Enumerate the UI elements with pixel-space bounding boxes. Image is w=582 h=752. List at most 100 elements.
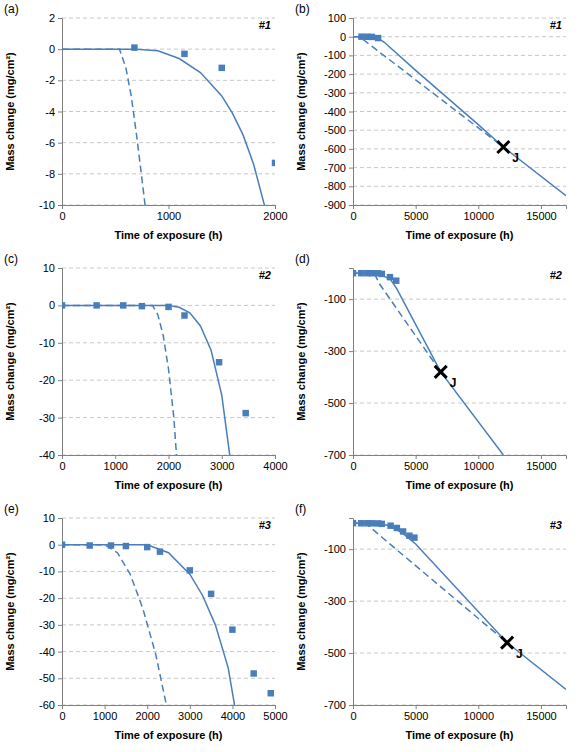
y-tick-label: 0: [49, 539, 55, 551]
y-tick: -400: [324, 106, 353, 118]
panel-title: (c): [4, 252, 18, 266]
y-tick-mark: [58, 705, 62, 706]
y-tick-mark: [58, 380, 62, 381]
y-tick-mark: [349, 112, 353, 113]
y-tick-mark: [58, 678, 62, 679]
x-tick-label: 5000: [404, 210, 428, 222]
y-tick-label: -500: [324, 397, 346, 409]
y-tick-mark: [58, 174, 62, 175]
grid: [353, 18, 566, 205]
x-tick: 15000: [526, 455, 557, 472]
x-tick-label: 0: [350, 210, 356, 222]
y-tick-mark: [58, 455, 62, 456]
y-tick-mark: [349, 55, 353, 56]
y-tick-label: -20: [39, 374, 55, 386]
y-tick-mark: [349, 299, 353, 300]
y-axis: -700-500-300-100: [324, 269, 354, 462]
y-tick: 0: [340, 31, 353, 43]
x-tick: 2000: [135, 705, 159, 722]
y-tick: -40: [39, 646, 62, 658]
x-tick: 10000: [463, 205, 494, 222]
y-tick-label: 0: [340, 31, 346, 43]
x-tick-label: 1000: [93, 710, 117, 722]
y-tick-mark: [58, 652, 62, 653]
grid-line: [62, 80, 275, 81]
y-tick: 10: [43, 262, 62, 274]
y-tick-label: -6: [45, 137, 55, 149]
x-tick: 15000: [526, 705, 557, 722]
x-axis-title: Time of exposure (h): [406, 229, 514, 241]
x-tick: 0: [59, 455, 65, 472]
y-tick: -30: [39, 412, 62, 424]
data-point: [242, 410, 248, 416]
y-tick-mark: [349, 351, 353, 352]
y-tick-mark: [349, 186, 353, 187]
x-tick-label: 1000: [157, 210, 181, 222]
x-tick-label: 10000: [463, 710, 494, 722]
x-tick-label: 0: [59, 710, 65, 722]
y-tick: -2: [45, 74, 62, 86]
y-tick-label: 2: [49, 12, 55, 24]
x-axis: 01000200030004000: [59, 455, 287, 472]
x-tick-mark: [147, 705, 148, 709]
grid-line: [353, 74, 566, 75]
grid-line: [353, 186, 566, 187]
y-tick: -40: [39, 449, 62, 461]
data-point: [181, 312, 187, 318]
x-axis-title: Time of exposure (h): [115, 229, 223, 241]
x-tick-mark: [115, 455, 116, 459]
y-tick-label: -40: [39, 449, 55, 461]
plot-area: [353, 520, 566, 689]
y-tick: -300: [324, 595, 353, 607]
y-axis-title: Mass change (mg/cm²): [4, 52, 16, 171]
dashed-line: [62, 305, 176, 455]
y-tick-mark: [58, 625, 62, 626]
y-axis-title: Mass change (mg/cm²): [4, 552, 16, 671]
x-tick: 0: [59, 205, 65, 222]
x-tick-label: 15000: [526, 460, 557, 472]
grid-line: [353, 92, 566, 93]
data-point: [393, 277, 399, 283]
grid-line: [353, 549, 566, 550]
y-tick-label: -2: [45, 74, 55, 86]
y-axis-line: [58, 269, 63, 456]
y-tick: -300: [324, 345, 353, 357]
x-tick-mark: [222, 455, 223, 459]
x-axis-title: Time of exposure (h): [406, 479, 514, 491]
x-axis-line: [354, 456, 567, 460]
y-tick: -500: [324, 124, 353, 136]
y-tick-label: -700: [324, 162, 346, 174]
dashed-line: [353, 523, 507, 642]
solid-line: [353, 523, 566, 689]
y-axis-line: [58, 519, 63, 706]
data-point: [229, 626, 235, 632]
panel: 050001000015000-700-500-300-100#2J(d)Tim…: [295, 252, 567, 491]
panel: 050001000015000-900-800-700-600-500-400-…: [295, 2, 567, 241]
x-axis-title: Time of exposure (h): [115, 729, 223, 741]
y-tick: -500: [324, 397, 353, 409]
x-tick-label: 2000: [157, 460, 181, 472]
x-tick-label: 4000: [221, 710, 245, 722]
x-tick-label: 0: [350, 460, 356, 472]
y-axis: -60-50-40-30-20-10010: [39, 512, 62, 711]
y-tick: -800: [324, 180, 353, 192]
x-axis: 0 1000 2000: [59, 205, 287, 222]
panel-tag: #3: [259, 519, 271, 531]
solid-line: [62, 305, 230, 455]
x-tick: 5000: [404, 455, 428, 472]
y-axis-line: [349, 269, 354, 456]
x-axis: 050001000015000: [350, 705, 566, 722]
panel: 010002000-10-8-6-4-202#1(a)Time of expos…: [4, 2, 288, 241]
y-tick-mark: [349, 37, 353, 38]
grid-line: [353, 403, 566, 404]
y-tick-label: 10: [43, 262, 55, 274]
x-tick-label: 4000: [263, 460, 287, 472]
x-tick: 2000: [263, 205, 287, 222]
panel-title: (a): [4, 2, 19, 16]
y-tick: -10: [39, 565, 62, 577]
dashed-line: [62, 545, 166, 705]
x-tick-mark: [190, 705, 191, 709]
y-tick-mark: [349, 205, 353, 206]
grid-line: [353, 299, 566, 300]
y-axis-line: [58, 19, 63, 206]
